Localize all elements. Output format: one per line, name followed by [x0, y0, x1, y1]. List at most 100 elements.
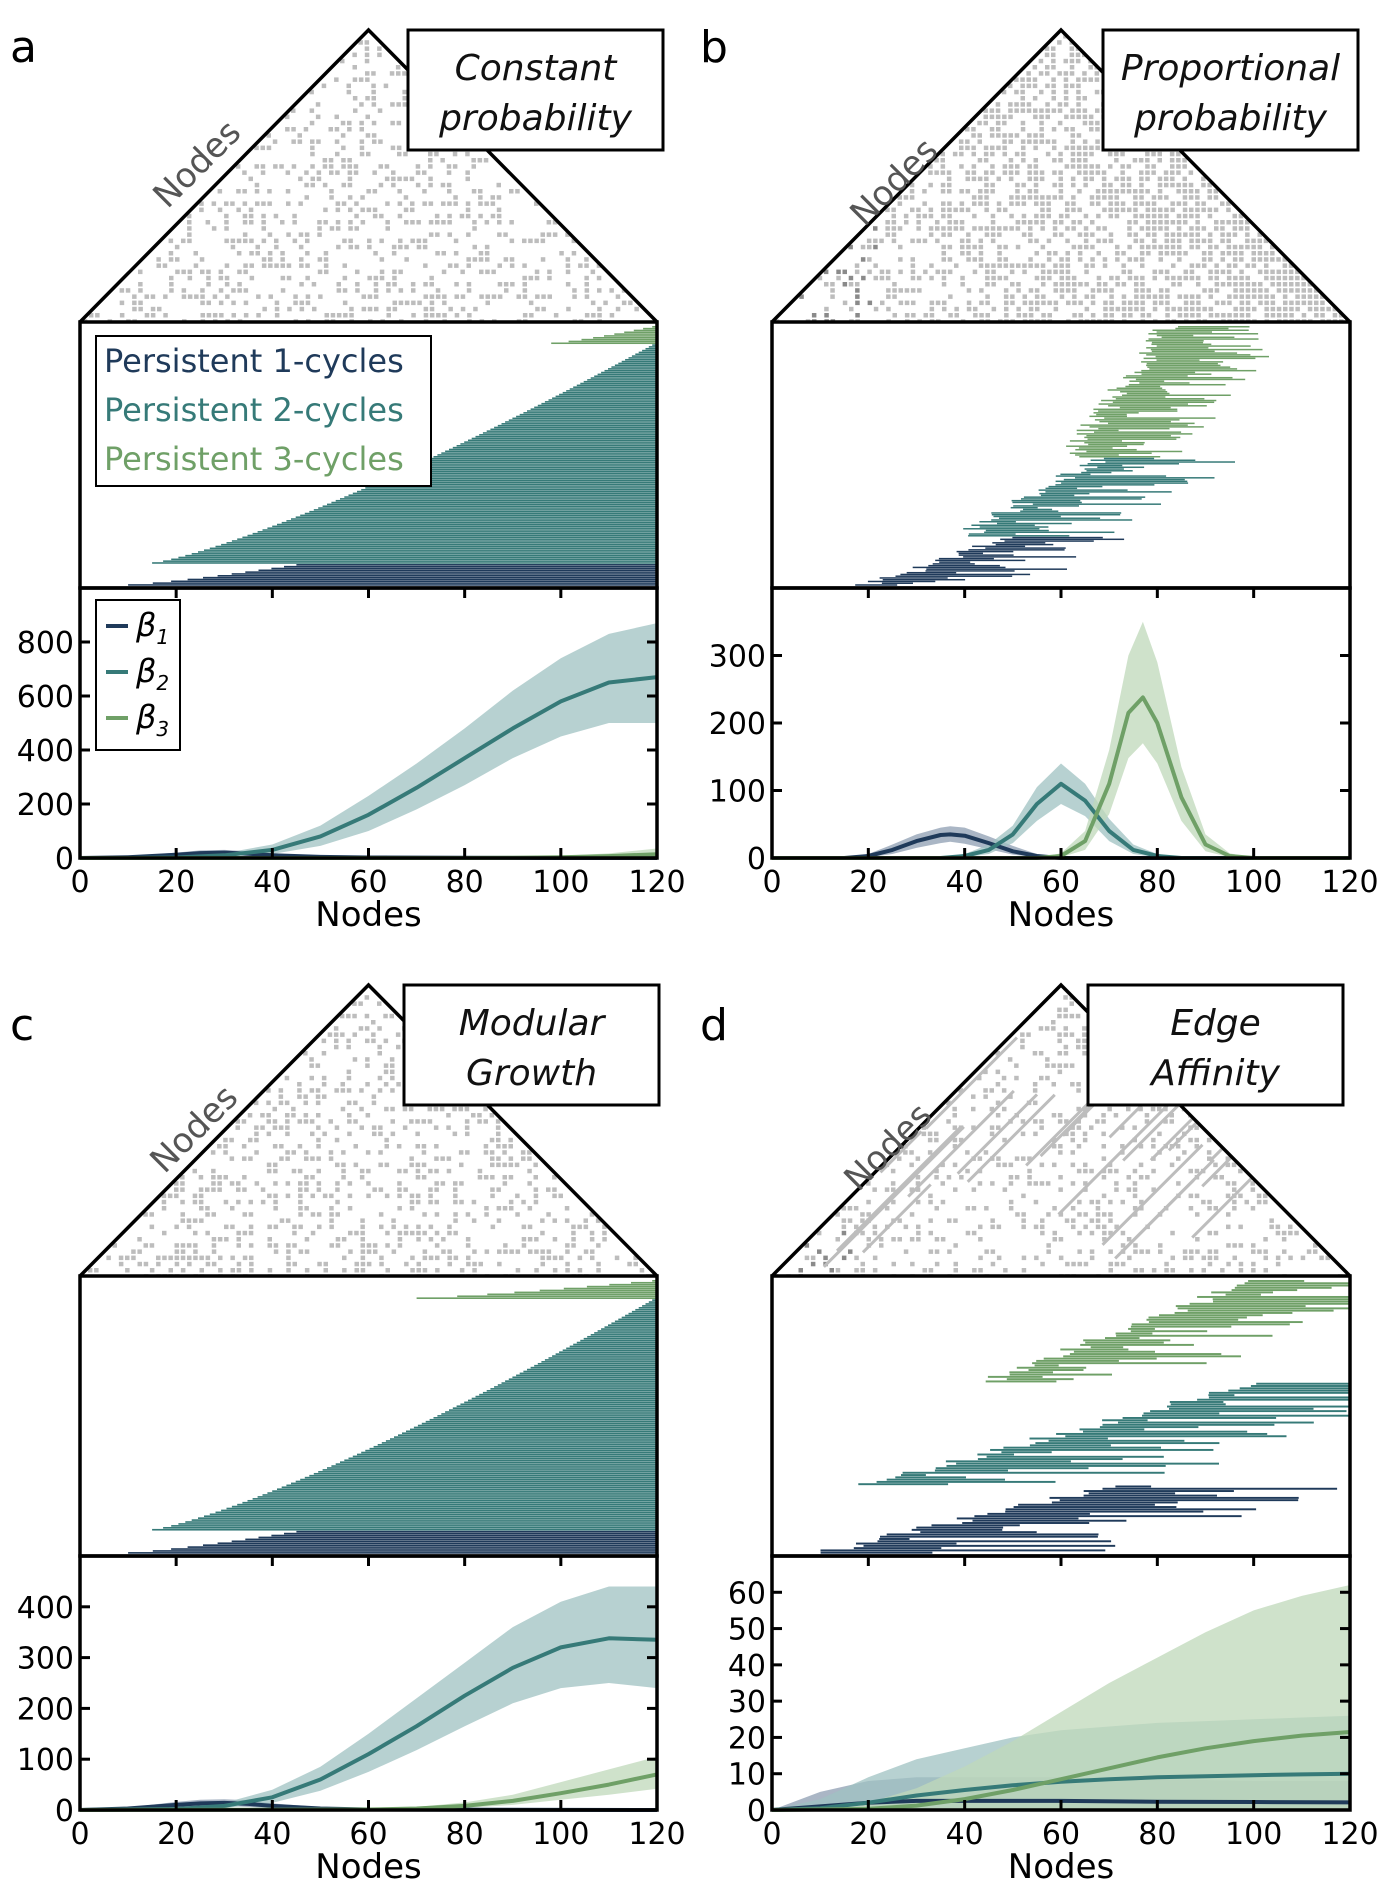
- y-tick-label: 0: [55, 842, 74, 877]
- x-tick-label: 40: [253, 865, 291, 900]
- adjacency-triangle: Nodes: [770, 27, 1352, 324]
- y-tick-label: 200: [17, 1692, 74, 1727]
- x-tick-label: 80: [1138, 865, 1176, 900]
- x-tick-label: 20: [849, 865, 887, 900]
- legend-entry: β1: [135, 606, 169, 649]
- x-tick-label: 40: [946, 1817, 984, 1852]
- y-tick-label: 30: [728, 1685, 766, 1720]
- barcode-bars: [128, 1280, 658, 1554]
- x-tick-label: 100: [532, 1817, 589, 1852]
- triangle-outline: [78, 982, 659, 1278]
- model-title: Proportional probability: [1101, 28, 1360, 152]
- title-box: [1086, 983, 1345, 1107]
- betti-plot: 0 20 40 60 80 100 120 0 100 200 300 Nodes: [709, 586, 1379, 935]
- x-tick-label: 20: [157, 865, 195, 900]
- barcode: [78, 1274, 659, 1558]
- y-tick-label: 100: [17, 1743, 74, 1778]
- title-line: probability: [1133, 98, 1328, 139]
- panel-letter: a: [10, 22, 37, 73]
- title-line: Growth: [466, 1053, 597, 1094]
- panel-letter: c: [10, 1000, 34, 1051]
- x-tick-label: 100: [532, 865, 589, 900]
- y-tick-label: 0: [747, 842, 766, 877]
- legend-entry: Persistent 2-cycles: [104, 391, 404, 429]
- title-box: [406, 28, 665, 152]
- x-axis-label: Nodes: [1008, 895, 1114, 935]
- x-tick-label: 100: [1225, 865, 1282, 900]
- triangle-axis-label: Nodes: [842, 130, 946, 234]
- barcode: [770, 1274, 1352, 1558]
- x-tick-label: 80: [1138, 1817, 1176, 1852]
- y-tick-label: 10: [728, 1758, 766, 1793]
- x-tick-label: 20: [157, 1817, 195, 1852]
- panel-a: a Nodes Constant probability Persistent 1-cy…: [10, 22, 686, 935]
- title-line: Proportional: [1121, 48, 1340, 89]
- x-axis-label: Nodes: [315, 1847, 421, 1887]
- model-title: Edge Affinity: [1086, 983, 1345, 1107]
- adjacency-dots: [774, 34, 1350, 322]
- model-title: Constant probability: [406, 28, 665, 152]
- title-box: [402, 983, 661, 1107]
- y-tick-label: 600: [17, 680, 74, 715]
- x-tick-label: 40: [253, 1817, 291, 1852]
- beta-symbol: β: [135, 606, 156, 644]
- title-line: Modular: [459, 1003, 607, 1044]
- panel-letter: d: [700, 1000, 728, 1051]
- legend-entry: β3: [135, 698, 169, 741]
- panel-c: c Nodes Modular Growth 0 20 40 60 80 100 120 0 100 20…: [10, 982, 686, 1887]
- confidence-band: [772, 621, 1350, 858]
- x-axis-label: Nodes: [1008, 1847, 1114, 1887]
- y-tick-label: 200: [709, 707, 766, 742]
- x-tick-label: 60: [349, 865, 387, 900]
- confidence-band: [80, 1586, 657, 1810]
- x-tick-label: 0: [762, 865, 781, 900]
- legend-entry: Persistent 3-cycles: [104, 440, 404, 478]
- adjacency-dots: [82, 40, 657, 322]
- y-tick-label: 50: [728, 1613, 766, 1648]
- triangle-axis-label: Nodes: [836, 1095, 940, 1199]
- confidence-band: [80, 1756, 657, 1810]
- x-tick-label: 120: [628, 865, 685, 900]
- triangle-outline: [78, 27, 659, 324]
- x-tick-label: 20: [849, 1817, 887, 1852]
- triangle-axis-label: Nodes: [142, 1077, 246, 1181]
- beta-symbol: β: [135, 698, 156, 736]
- title-line: Edge: [1170, 1003, 1261, 1044]
- y-tick-label: 200: [17, 788, 74, 823]
- beta-symbol: β: [135, 652, 156, 690]
- title-line: Constant: [455, 48, 619, 89]
- legend-entry: β2: [135, 652, 169, 695]
- x-tick-label: 0: [762, 1817, 781, 1852]
- barcode-bars: [855, 326, 1269, 586]
- x-tick-label: 120: [1321, 1817, 1378, 1852]
- barcode: Persistent 1-cycles Persistent 2-cycles Pe…: [78, 320, 659, 590]
- beta-subscript: 3: [156, 717, 169, 741]
- x-tick-label: 80: [446, 865, 484, 900]
- x-tick-label: 120: [1321, 865, 1378, 900]
- series-line: [771, 1730, 1351, 1812]
- x-tick-label: 40: [946, 865, 984, 900]
- x-tick-label: 60: [1042, 865, 1080, 900]
- legend-entry: Persistent 1-cycles: [104, 342, 404, 380]
- y-tick-label: 400: [17, 1591, 74, 1626]
- confidence-band: [772, 763, 1350, 858]
- barcode-legend: Persistent 1-cycles Persistent 2-cycles Pe…: [95, 335, 432, 487]
- model-title: Modular Growth: [402, 983, 661, 1107]
- legend-box: [95, 335, 432, 487]
- beta-subscript: 2: [156, 671, 169, 695]
- confidence-band: [772, 1585, 1350, 1810]
- x-tick-label: 0: [70, 1817, 89, 1852]
- y-tick-label: 300: [17, 1642, 74, 1677]
- plot-frame: [770, 586, 1352, 860]
- x-tick-label: 60: [1042, 1817, 1080, 1852]
- y-tick-label: 0: [747, 1794, 766, 1829]
- y-tick-label: 300: [709, 640, 766, 675]
- y-tick-label: 100: [709, 775, 766, 810]
- y-tick-label: 400: [17, 734, 74, 769]
- adjacency-dots: [87, 995, 657, 1276]
- x-tick-label: 120: [628, 1817, 685, 1852]
